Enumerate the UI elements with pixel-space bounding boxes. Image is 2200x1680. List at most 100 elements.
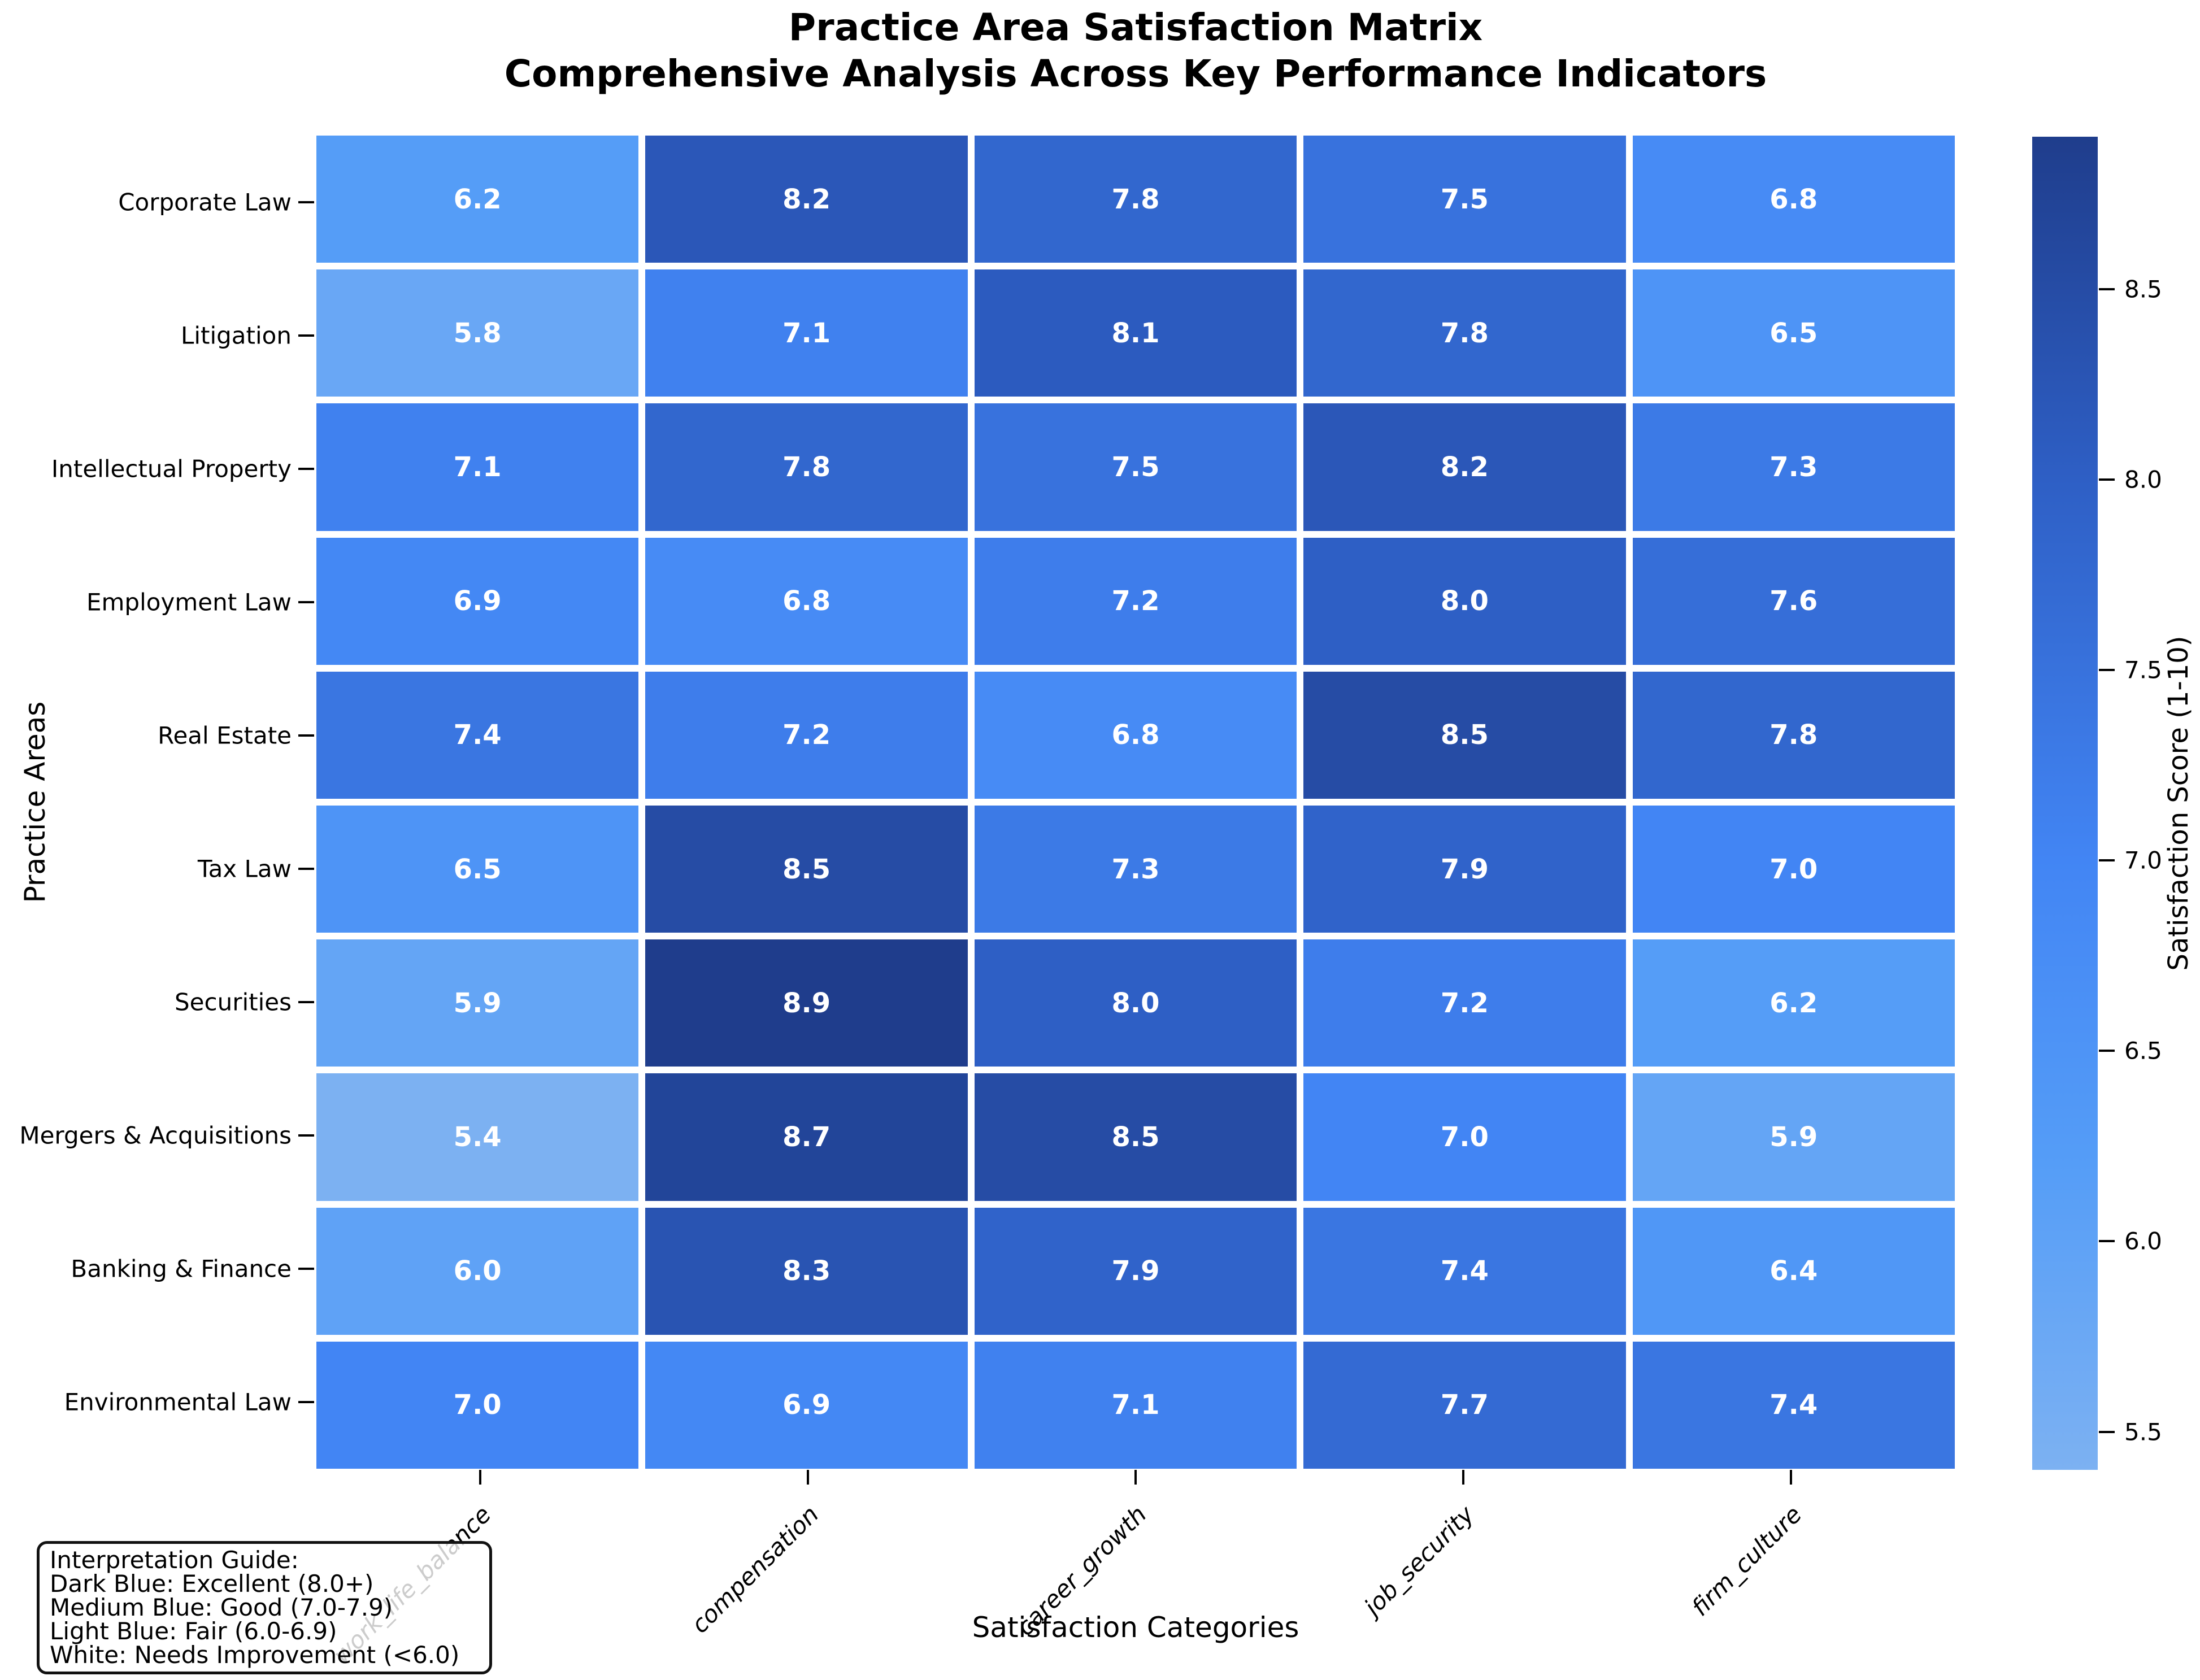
heatmap-cell: 6.8 (974, 671, 1297, 799)
cell-value: 7.4 (453, 719, 502, 751)
colorbar-tick-label: 7.0 (2124, 846, 2162, 874)
cell-value: 7.0 (1769, 853, 1818, 885)
heatmap-cell: 8.9 (645, 939, 968, 1067)
cell-value: 6.5 (453, 853, 502, 885)
heatmap-cell: 7.7 (1303, 1341, 1626, 1469)
heatmap-cell: 7.3 (1632, 403, 1955, 531)
y-tick-label: Tax Law (197, 855, 292, 883)
y-tick-label: Intellectual Property (51, 455, 292, 483)
cell-value: 7.0 (1440, 1121, 1489, 1153)
heatmap-cell: 6.4 (1632, 1207, 1955, 1335)
colorbar-tick-label: 6.5 (2124, 1037, 2162, 1065)
heatmap-cell: 8.2 (1303, 403, 1626, 531)
heatmap-cell: 8.0 (974, 939, 1297, 1067)
heatmap-cell: 7.4 (1303, 1207, 1626, 1335)
heatmap-cell: 7.5 (974, 403, 1297, 531)
heatmap-cell: 5.9 (316, 939, 639, 1067)
cell-value: 6.4 (1769, 1255, 1818, 1287)
heatmap-cell: 6.0 (316, 1207, 639, 1335)
cell-value: 7.1 (782, 317, 831, 349)
cell-value: 7.4 (1769, 1389, 1818, 1421)
cell-value: 7.3 (1111, 853, 1160, 885)
cell-value: 7.4 (1440, 1255, 1489, 1287)
y-tick-mark (298, 734, 314, 737)
heatmap-cell: 6.9 (645, 1341, 968, 1469)
heatmap-cell: 7.3 (974, 805, 1297, 933)
colorbar-tick-mark (2099, 288, 2115, 290)
colorbar-tick-label: 8.0 (2124, 465, 2162, 494)
cell-value: 7.9 (1440, 853, 1489, 885)
heatmap-cell: 7.6 (1632, 537, 1955, 665)
cell-value: 7.8 (1111, 183, 1160, 215)
heatmap-cell: 7.2 (974, 537, 1297, 665)
y-tick-mark (298, 1134, 314, 1137)
cell-value: 6.0 (453, 1255, 502, 1287)
interpretation-guide-box: Interpretation Guide: Dark Blue: Excelle… (37, 1541, 492, 1674)
heatmap-cell: 8.2 (645, 136, 968, 263)
cell-value: 8.3 (782, 1255, 831, 1287)
cell-value: 6.2 (1769, 987, 1818, 1019)
guide-line-dark-blue: Dark Blue: Excellent (8.0+) (50, 1570, 374, 1598)
guide-line-light-blue: Light Blue: Fair (6.0-6.9) (50, 1617, 337, 1645)
colorbar-tick-mark (2099, 1240, 2115, 1243)
heatmap-cell: 7.2 (1303, 939, 1626, 1067)
heatmap-cell: 7.8 (1632, 671, 1955, 799)
chart-title-line-2: Comprehensive Analysis Across Key Perfor… (504, 52, 1767, 95)
cell-value: 7.9 (1111, 1255, 1160, 1287)
cell-value: 6.9 (782, 1389, 831, 1421)
cell-value: 8.5 (782, 853, 831, 885)
cell-value: 6.9 (453, 585, 502, 617)
heatmap-cell: 7.9 (1303, 805, 1626, 933)
heatmap-cell: 6.9 (316, 537, 639, 665)
cell-value: 7.8 (1440, 317, 1489, 349)
cell-value: 7.5 (1111, 451, 1160, 483)
heatmap-cell: 7.0 (316, 1341, 639, 1469)
heatmap-cell: 8.5 (974, 1073, 1297, 1201)
y-tick-mark (298, 1401, 314, 1403)
x-tick-mark (1134, 1470, 1137, 1485)
cell-value: 7.5 (1440, 183, 1489, 215)
heatmap-cell: 7.2 (645, 671, 968, 799)
cell-value: 7.1 (453, 451, 502, 483)
cell-value: 6.5 (1769, 317, 1818, 349)
y-tick-mark (298, 468, 314, 470)
heatmap-cell: 5.4 (316, 1073, 639, 1201)
heatmap-cell: 8.3 (645, 1207, 968, 1335)
cell-value: 7.0 (453, 1389, 502, 1421)
y-tick-mark (298, 201, 314, 203)
heatmap-grid: 6.2 8.2 7.8 7.5 6.8 5.8 7.1 8.1 7.8 6.5 7.1 7.8 7.5 8… (316, 136, 1955, 1469)
cell-value: 7.8 (782, 451, 831, 483)
cell-value: 7.1 (1111, 1389, 1160, 1421)
cell-value: 6.2 (453, 183, 502, 215)
heatmap-cell: 7.0 (1632, 805, 1955, 933)
y-tick-label: Litigation (180, 321, 292, 350)
colorbar-tick-label: 8.5 (2124, 275, 2162, 303)
colorbar-tick-mark (2099, 1430, 2115, 1433)
cell-value: 8.0 (1111, 987, 1160, 1019)
y-tick-mark (298, 868, 314, 870)
heatmap-cell: 8.0 (1303, 537, 1626, 665)
x-tick-label: job_security (1359, 1500, 1480, 1621)
colorbar-tick-mark (2099, 478, 2115, 481)
cell-value: 8.0 (1440, 585, 1489, 617)
cell-value: 5.9 (1769, 1121, 1818, 1153)
heatmap-cell: 7.1 (974, 1341, 1297, 1469)
y-tick-mark (298, 1268, 314, 1270)
cell-value: 7.2 (1440, 987, 1489, 1019)
cell-value: 8.1 (1111, 317, 1160, 349)
y-tick-label: Employment Law (86, 588, 292, 616)
guide-line-medium-blue: Medium Blue: Good (7.0-7.9) (50, 1594, 393, 1621)
cell-value: 7.8 (1769, 719, 1818, 751)
x-tick-mark (1790, 1470, 1792, 1485)
colorbar-tick-label: 6.0 (2124, 1227, 2162, 1255)
y-tick-label: Environmental Law (64, 1388, 292, 1416)
x-tick-mark (1462, 1470, 1464, 1485)
heatmap-cell: 8.5 (1303, 671, 1626, 799)
y-tick-label: Real Estate (158, 721, 292, 750)
heatmap-cell: 7.9 (974, 1207, 1297, 1335)
chart-title-line-1: Practice Area Satisfaction Matrix (788, 6, 1483, 49)
cell-value: 6.8 (782, 585, 831, 617)
cell-value: 5.4 (453, 1121, 502, 1153)
y-tick-label: Corporate Law (118, 188, 292, 216)
guide-line-white: White: Needs Improvement (<6.0) (50, 1641, 460, 1669)
